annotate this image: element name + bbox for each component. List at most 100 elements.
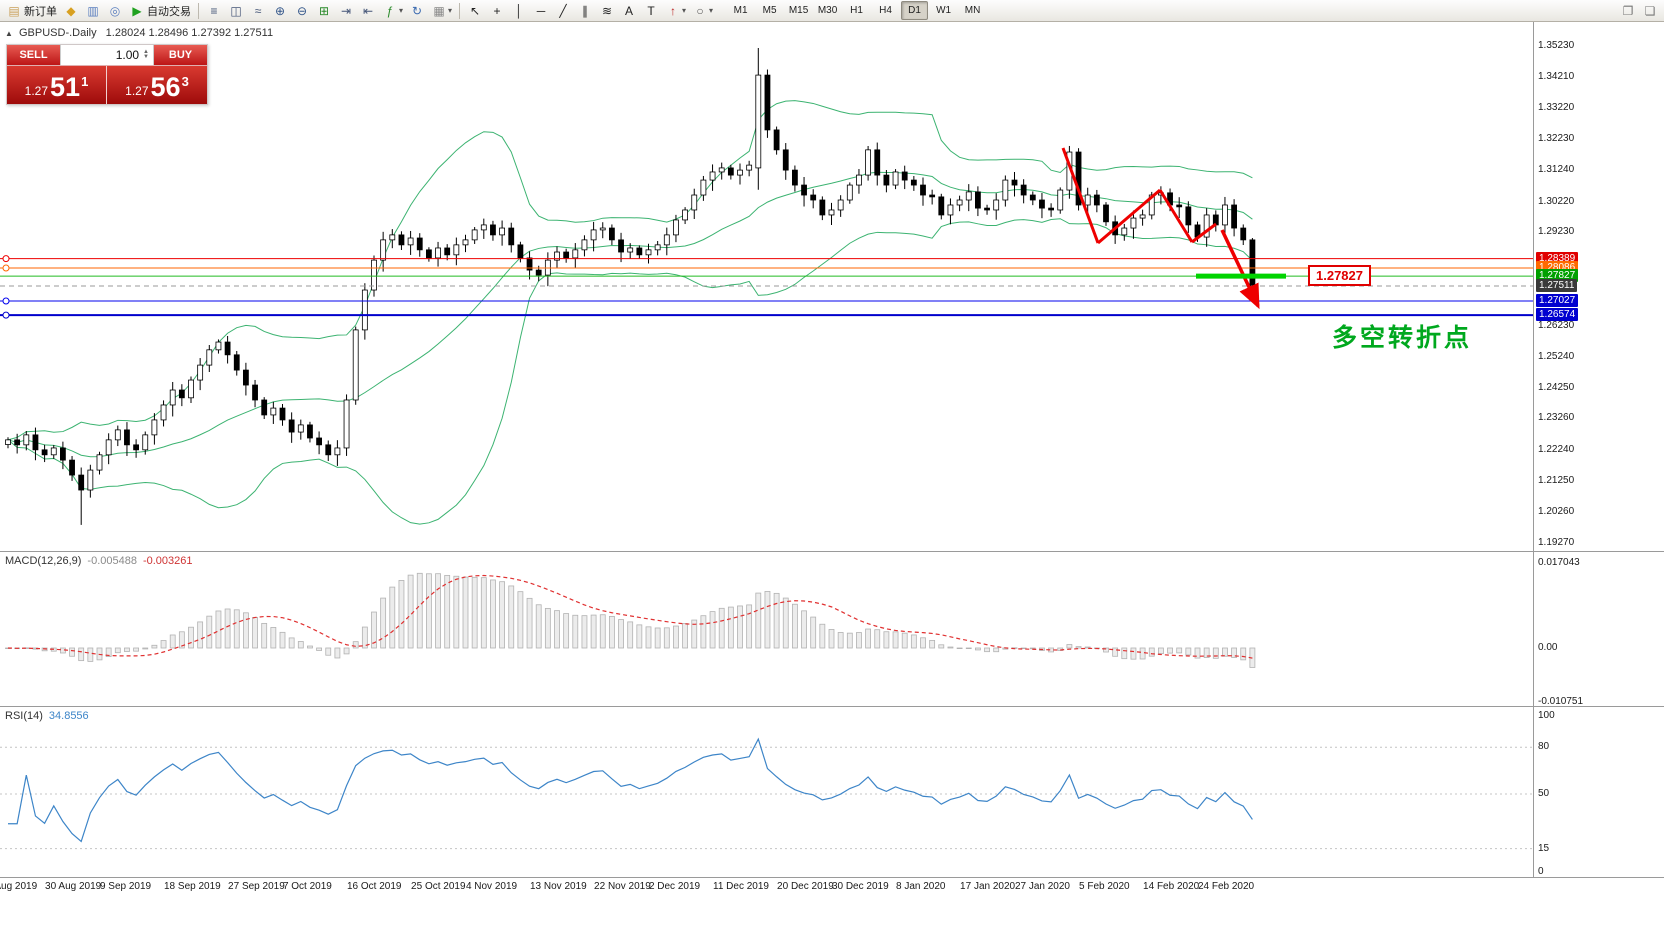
chart-shift-icon-glyph: ⇥: [340, 3, 352, 18]
auto-scroll-icon-glyph: ⇤: [362, 3, 374, 18]
navigator-icon-glyph: ◎: [109, 3, 121, 18]
channel-icon[interactable]: ∥: [574, 1, 596, 21]
timeframe-mn[interactable]: MN: [964, 5, 981, 16]
vertical-line-icon-glyph: │: [515, 3, 523, 18]
shapes-tool-icon-glyph: ○: [696, 3, 704, 18]
cursor-icon-glyph: ↖: [470, 3, 481, 18]
timeframe-d1[interactable]: D1: [901, 1, 929, 20]
zoom-out-icon[interactable]: ⊖: [291, 1, 313, 21]
macd-signal-value: -0.003261: [142, 555, 193, 567]
tile-windows-icon-glyph: ⊞: [318, 3, 330, 18]
timeframe-m15[interactable]: M15: [788, 5, 809, 16]
turning-point-annotation: 多空转折点: [1332, 324, 1473, 352]
candlestick-chart-icon[interactable]: ◫: [225, 1, 247, 21]
fibonacci-icon[interactable]: ≋: [596, 1, 618, 21]
bars-chart-icon-glyph: ≡: [210, 3, 218, 18]
fibonacci-icon-glyph: ≋: [602, 3, 613, 18]
tile-windows-icon[interactable]: ⊞: [313, 1, 335, 21]
arrows-tool-icon[interactable]: ↑ ▾: [662, 1, 689, 21]
shapes-tool-icon[interactable]: ○ ▾: [689, 1, 716, 21]
autotrading-button[interactable]: ▶ 自动交易: [126, 1, 194, 21]
trend-annotations-layer[interactable]: [1061, 147, 1286, 310]
chart-ohlc-values: 1.28024 1.28496 1.27392 1.27511: [105, 27, 274, 39]
one-click-trading-panel: SELL 1.00 ▲ ▼ BUY 1.27 51 1 1.27 56 3: [6, 44, 208, 105]
buy-price-button[interactable]: 1.27 56 3: [107, 66, 207, 104]
candles-layer: [5, 47, 1256, 525]
vertical-line-icon[interactable]: │: [508, 1, 530, 21]
horizontal-line-icon-glyph: ─: [536, 3, 546, 18]
chart-windows-list-icon[interactable]: ❏: [1639, 1, 1661, 21]
text-label-icon[interactable]: T: [640, 1, 662, 21]
ask-price-pipette: 3: [181, 74, 189, 89]
timeframe-m5[interactable]: M5: [762, 5, 777, 16]
ask-price-int: 1.27: [125, 84, 149, 98]
rsi-layer: [0, 737, 1533, 850]
text-label-icon-glyph: T: [647, 3, 655, 18]
toolbar-buttons: ▤ 新订单 ◆ ▥ ◎ ▶ 自动交易 ≡ ◫ ≈ ⊕ ⊖ ⊞ ⇥ ⇤ ƒ ▾ ↻ ▦ ▾ ↖ + │ ─ ╱ ∥ ≋ A T ↑ ▾ ○ ▾: [3, 1, 716, 21]
crosshair-icon[interactable]: +: [486, 1, 508, 21]
template-icon[interactable]: ▦ ▾: [428, 1, 455, 21]
line-chart-icon-glyph: ≈: [254, 3, 262, 18]
data-window-icon[interactable]: ▥: [82, 1, 104, 21]
new-order-button-glyph: ▤: [8, 3, 20, 18]
sell-price-button[interactable]: 1.27 51 1: [7, 66, 107, 104]
template-icon-glyph: ▦: [433, 3, 445, 18]
timeframe-m1[interactable]: M1: [733, 5, 748, 16]
volume-down-icon[interactable]: ▼: [143, 54, 149, 60]
candlestick-chart-icon-glyph: ◫: [230, 3, 242, 18]
toolbar-separator: [198, 2, 199, 19]
volume-input[interactable]: 1.00 ▲ ▼: [60, 45, 154, 65]
timeframe-h4[interactable]: H4: [879, 5, 892, 16]
rsi-value: 34.8556: [48, 710, 89, 722]
zoom-out-icon-glyph: ⊖: [296, 3, 308, 18]
indicators-icon[interactable]: ƒ ▾: [379, 1, 406, 21]
text-icon[interactable]: A: [618, 1, 640, 21]
volume-value: 1.00: [115, 48, 140, 62]
price-callout-box[interactable]: 1.27827: [1308, 265, 1371, 286]
rsi-indicator-label: RSI(14) 34.8556: [5, 710, 89, 722]
sell-button[interactable]: SELL: [7, 45, 60, 65]
bars-chart-icon[interactable]: ≡: [203, 1, 225, 21]
auto-scroll-icon[interactable]: ⇤: [357, 1, 379, 21]
buy-button[interactable]: BUY: [154, 45, 207, 65]
bid-price-big: 51: [50, 72, 81, 102]
timeframe-m30[interactable]: M30: [817, 5, 838, 16]
shapes-tool-icon-dropdown-icon[interactable]: ▾: [709, 6, 714, 15]
autotrading-button-glyph: ▶: [132, 3, 142, 18]
macd-value: -0.005488: [87, 555, 137, 567]
indicators-icon-dropdown-icon[interactable]: ▾: [399, 6, 404, 15]
new-chart-window-icon-glyph: ❐: [1622, 3, 1634, 18]
timeframe-h1[interactable]: H1: [850, 5, 863, 16]
line-chart-icon[interactable]: ≈: [247, 1, 269, 21]
chart-profiles-icon-glyph: ◆: [66, 3, 76, 18]
channel-icon-glyph: ∥: [582, 3, 589, 18]
indicators-icon-glyph: ƒ: [386, 3, 394, 18]
refresh-icon-glyph: ↻: [411, 3, 423, 18]
trendline-icon[interactable]: ╱: [552, 1, 574, 21]
crosshair-icon-glyph: +: [493, 3, 501, 18]
navigator-icon[interactable]: ◎: [104, 1, 126, 21]
bid-price-pipette: 1: [81, 74, 89, 89]
bollinger-bands-layer: [7, 100, 1253, 525]
price-lines-layer[interactable]: [0, 255, 1533, 319]
macd-name: MACD(12,26,9): [5, 555, 82, 567]
timeframe-w1[interactable]: W1: [936, 5, 952, 16]
new-chart-window-icon[interactable]: ❐: [1617, 1, 1639, 21]
collapse-panel-icon[interactable]: ▲: [5, 29, 13, 38]
volume-up-icon[interactable]: ▲: [143, 49, 149, 55]
horizontal-line-icon[interactable]: ─: [530, 1, 552, 21]
chart-symbol: GBPUSD-.Daily: [18, 27, 97, 39]
arrows-tool-icon-dropdown-icon[interactable]: ▾: [682, 6, 687, 15]
volume-stepper[interactable]: ▲ ▼: [143, 49, 149, 60]
chart-canvas[interactable]: [0, 22, 1664, 941]
chart-window[interactable]: ▲ GBPUSD-.Daily 1.28024 1.28496 1.27392 …: [0, 22, 1664, 941]
new-order-button[interactable]: ▤ 新订单: [3, 1, 60, 21]
chart-profiles-icon[interactable]: ◆: [60, 1, 82, 21]
panel-separators[interactable]: [0, 22, 1664, 878]
new-order-button-label: 新订单: [24, 5, 57, 18]
cursor-icon[interactable]: ↖: [464, 1, 486, 21]
chart-shift-icon[interactable]: ⇥: [335, 1, 357, 21]
template-icon-dropdown-icon[interactable]: ▾: [448, 6, 453, 15]
zoom-in-icon[interactable]: ⊕: [269, 1, 291, 21]
refresh-icon[interactable]: ↻: [406, 1, 428, 21]
